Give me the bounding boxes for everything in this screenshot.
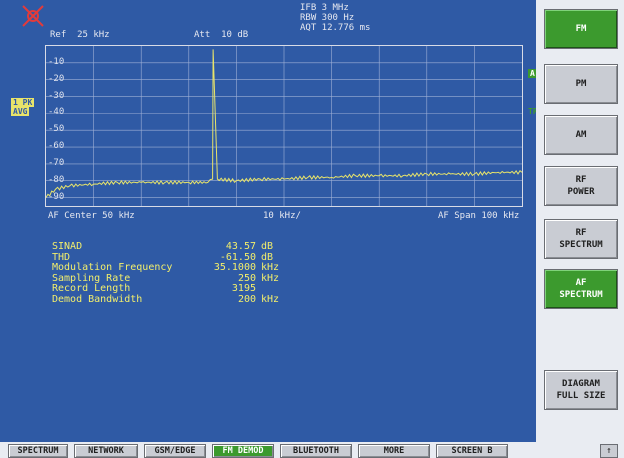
result-row: Sampling Rate 250 kHz [52,272,292,285]
attenuation-label: Att 10 dB [194,30,249,40]
result-unit: kHz [261,262,280,273]
y-tick-label: -20 [48,73,65,84]
softkey-rf-spectrum[interactable]: RF SPECTRUM [544,219,618,259]
hotkey-gsm-edge[interactable]: GSM/EDGE [144,444,206,458]
result-unit: dB [261,241,274,252]
hotkey-screen-b[interactable]: SCREEN B [436,444,508,458]
result-value: 200 [237,293,256,305]
result-unit [256,284,291,295]
result-unit: kHz [261,272,280,284]
result-label: Modulation Frequency [52,262,173,273]
scroll-up-button[interactable]: ↑ [600,444,618,458]
result-row: Modulation Frequency 35.1000 kHz [52,262,292,274]
result-row: Record Length 3195 [52,283,292,295]
y-tick-label: -30 [48,90,65,101]
rs-logo-icon [22,5,44,27]
spectrum-chart [46,46,522,206]
result-value: 43.57 [225,241,256,252]
demod-results: SINAD 43.57 dB THD -61.50 dB Modulation Freque… [52,241,292,306]
spectrum-trace [46,49,522,198]
spectrum-plot [45,45,523,207]
hotkey-more[interactable]: MORE [358,444,430,458]
hotkey-bluetooth[interactable]: BLUETOOTH [280,444,352,458]
result-label: Demod Bandwidth [52,293,143,305]
aqt-label: AQT 12.776 ms [300,23,371,33]
result-value: 35.1000 [213,262,256,273]
af-center-label: AF Center 50 kHz [48,211,135,221]
softkey-am[interactable]: AM [544,115,618,155]
softkey-rf-power[interactable]: RF POWER [544,166,618,206]
result-value: -61.50 [219,251,256,263]
y-tick-label: -10 [48,56,65,67]
result-row: SINAD 43.57 dB [52,241,292,253]
af-span-label: AF Span 100 kHz [438,211,520,221]
y-tick-label: -40 [48,107,65,118]
trigger-badge: TRG [526,107,544,116]
result-row: Demod Bandwidth 200 kHz [52,293,292,306]
result-label: Sampling Rate [52,272,131,284]
hotkey-network[interactable]: NETWORK [74,444,138,458]
y-tick-label: -70 [48,157,65,168]
y-tick-label: -90 [48,191,65,202]
result-label: Record Length [52,283,131,294]
softkey-fm[interactable]: FM [544,9,618,49]
y-tick-label: -80 [48,174,65,185]
softkey-pm[interactable]: PM [544,64,618,104]
instrument-screen: Ref 25 kHz Att 10 dB IFB 3 MHz RBW 300 H… [0,0,542,442]
trace-mode-badge: AVG [11,107,30,116]
result-value: 250 [237,272,256,284]
screen-a-badge: A [528,69,537,78]
result-unit: dB [261,251,274,263]
softkey-diagram-full-size[interactable]: DIAGRAM FULL SIZE [544,370,618,410]
hotkey-spectrum[interactable]: SPECTRUM [8,444,68,458]
trace-detector-badge: 1 PK [11,98,35,107]
result-label: SINAD [52,241,83,252]
ifb-label: IFB 3 MHz [300,3,349,13]
x-scale-label: 10 kHz/ [263,211,301,221]
hotkey-fm-demod[interactable]: FM DEMOD [212,444,274,458]
softkey-af-spectrum[interactable]: AF SPECTRUM [544,269,618,309]
result-row: THD -61.50 dB [52,251,292,264]
y-tick-label: -50 [48,124,65,135]
rbw-label: RBW 300 Hz [300,13,355,23]
result-label: THD [52,251,71,263]
result-value: 3195 [231,283,256,294]
ref-level-label: Ref 25 kHz [50,30,110,40]
y-tick-label: -60 [48,141,65,152]
result-unit: kHz [261,293,280,305]
